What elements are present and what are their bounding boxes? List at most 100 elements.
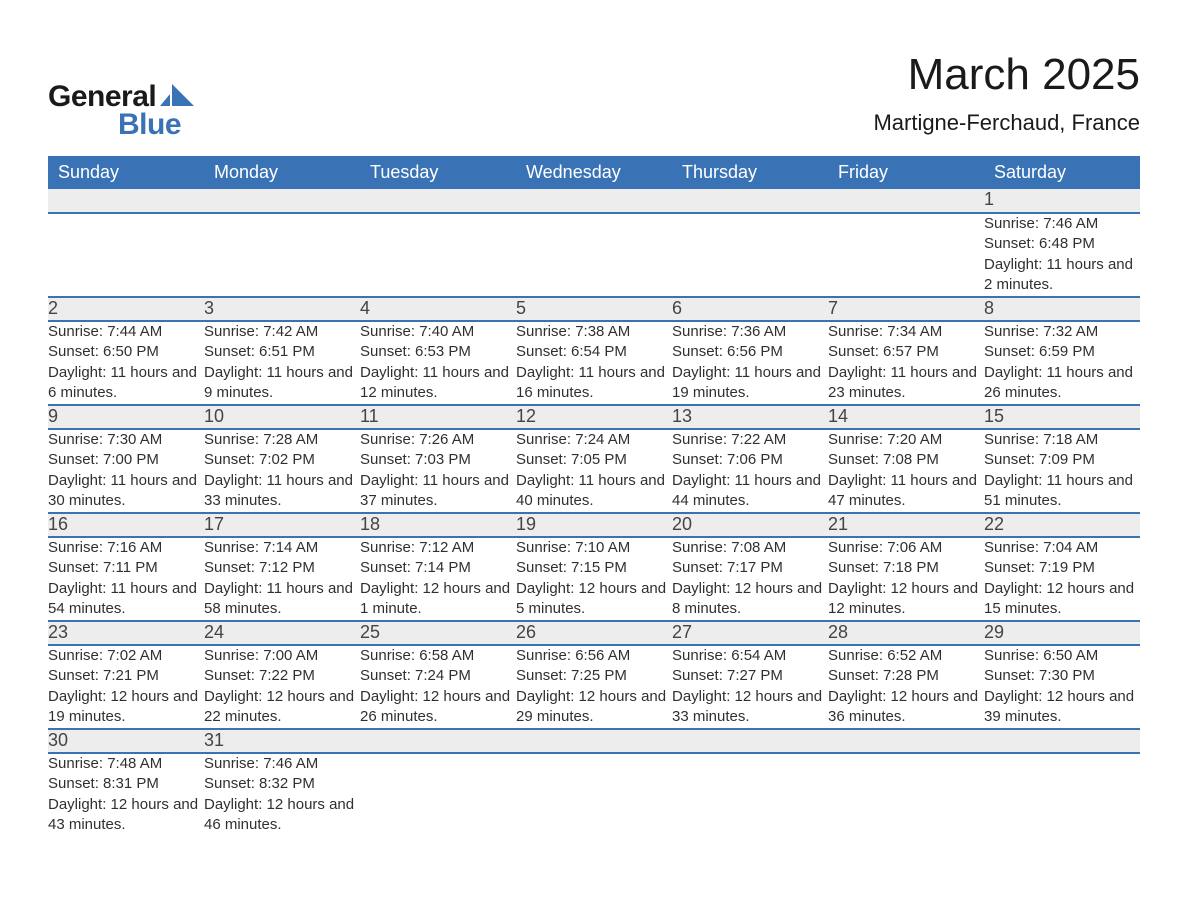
- sunrise-line: Sunrise: 7:08 AM: [672, 538, 828, 558]
- day-number-cell: [828, 189, 984, 213]
- daynum-row: 16171819202122: [48, 513, 1140, 537]
- day-info-cell: Sunrise: 7:20 AMSunset: 7:08 PMDaylight:…: [828, 429, 984, 513]
- daylight-line: Daylight: 11 hours and 47 minutes.: [828, 471, 984, 512]
- day-number-cell: 14: [828, 405, 984, 429]
- daylight-line: Daylight: 11 hours and 26 minutes.: [984, 363, 1140, 404]
- day-info-cell: Sunrise: 7:14 AMSunset: 7:12 PMDaylight:…: [204, 537, 360, 621]
- month-title: March 2025: [873, 50, 1140, 100]
- daylight-line: Daylight: 12 hours and 12 minutes.: [828, 579, 984, 620]
- sunrise-line: Sunrise: 6:58 AM: [360, 646, 516, 666]
- day-info-cell: Sunrise: 6:54 AMSunset: 7:27 PMDaylight:…: [672, 645, 828, 729]
- sunrise-line: Sunrise: 7:02 AM: [48, 646, 204, 666]
- day-info-cell: Sunrise: 6:56 AMSunset: 7:25 PMDaylight:…: [516, 645, 672, 729]
- daylight-line: Daylight: 12 hours and 46 minutes.: [204, 795, 360, 836]
- day-info-cell: Sunrise: 7:34 AMSunset: 6:57 PMDaylight:…: [828, 321, 984, 405]
- sunrise-line: Sunrise: 7:26 AM: [360, 430, 516, 450]
- day-info-cell: Sunrise: 7:32 AMSunset: 6:59 PMDaylight:…: [984, 321, 1140, 405]
- day-info-cell: [360, 213, 516, 297]
- day-info-cell: Sunrise: 7:08 AMSunset: 7:17 PMDaylight:…: [672, 537, 828, 621]
- logo-text-blue: Blue: [118, 108, 194, 142]
- sunrise-line: Sunrise: 6:54 AM: [672, 646, 828, 666]
- sunset-line: Sunset: 7:30 PM: [984, 666, 1140, 686]
- day-number-cell: 24: [204, 621, 360, 645]
- sunrise-line: Sunrise: 7:20 AM: [828, 430, 984, 450]
- sunset-line: Sunset: 7:22 PM: [204, 666, 360, 686]
- daylight-line: Daylight: 11 hours and 6 minutes.: [48, 363, 204, 404]
- weekday-header: Sunday: [48, 156, 204, 189]
- day-number-cell: 9: [48, 405, 204, 429]
- day-info-cell: Sunrise: 6:58 AMSunset: 7:24 PMDaylight:…: [360, 645, 516, 729]
- daylight-line: Daylight: 11 hours and 37 minutes.: [360, 471, 516, 512]
- sunrise-line: Sunrise: 7:14 AM: [204, 538, 360, 558]
- day-number-cell: 1: [984, 189, 1140, 213]
- sunset-line: Sunset: 7:02 PM: [204, 450, 360, 470]
- sunset-line: Sunset: 7:09 PM: [984, 450, 1140, 470]
- daylight-line: Daylight: 12 hours and 1 minute.: [360, 579, 516, 620]
- sunset-line: Sunset: 7:05 PM: [516, 450, 672, 470]
- sunrise-line: Sunrise: 6:52 AM: [828, 646, 984, 666]
- day-info-cell: Sunrise: 6:52 AMSunset: 7:28 PMDaylight:…: [828, 645, 984, 729]
- day-number-cell: 8: [984, 297, 1140, 321]
- day-number-cell: 26: [516, 621, 672, 645]
- day-number-cell: [360, 729, 516, 753]
- sunset-line: Sunset: 7:14 PM: [360, 558, 516, 578]
- sunrise-line: Sunrise: 7:40 AM: [360, 322, 516, 342]
- sunrise-line: Sunrise: 7:10 AM: [516, 538, 672, 558]
- sunset-line: Sunset: 8:32 PM: [204, 774, 360, 794]
- sunrise-line: Sunrise: 7:00 AM: [204, 646, 360, 666]
- day-info-cell: Sunrise: 7:26 AMSunset: 7:03 PMDaylight:…: [360, 429, 516, 513]
- day-info-cell: [516, 753, 672, 837]
- sunset-line: Sunset: 7:24 PM: [360, 666, 516, 686]
- daynum-row: 9101112131415: [48, 405, 1140, 429]
- daylight-line: Daylight: 11 hours and 16 minutes.: [516, 363, 672, 404]
- sunrise-line: Sunrise: 7:30 AM: [48, 430, 204, 450]
- daylight-line: Daylight: 11 hours and 23 minutes.: [828, 363, 984, 404]
- weekday-header-row: SundayMondayTuesdayWednesdayThursdayFrid…: [48, 156, 1140, 189]
- day-info-cell: Sunrise: 7:16 AMSunset: 7:11 PMDaylight:…: [48, 537, 204, 621]
- sunset-line: Sunset: 7:06 PM: [672, 450, 828, 470]
- sunrise-line: Sunrise: 7:28 AM: [204, 430, 360, 450]
- sunrise-line: Sunrise: 7:06 AM: [828, 538, 984, 558]
- day-info-cell: [672, 753, 828, 837]
- day-number-cell: [360, 189, 516, 213]
- day-info-cell: Sunrise: 7:06 AMSunset: 7:18 PMDaylight:…: [828, 537, 984, 621]
- day-number-cell: 29: [984, 621, 1140, 645]
- sunrise-line: Sunrise: 7:48 AM: [48, 754, 204, 774]
- day-info-cell: [204, 213, 360, 297]
- daylight-line: Daylight: 12 hours and 8 minutes.: [672, 579, 828, 620]
- daylight-line: Daylight: 11 hours and 30 minutes.: [48, 471, 204, 512]
- daylight-line: Daylight: 11 hours and 9 minutes.: [204, 363, 360, 404]
- page-header: General Blue March 2025 Martigne-Ferchau…: [48, 50, 1140, 142]
- day-number-cell: [516, 189, 672, 213]
- weekday-header: Thursday: [672, 156, 828, 189]
- daylight-line: Daylight: 11 hours and 54 minutes.: [48, 579, 204, 620]
- day-info-cell: Sunrise: 6:50 AMSunset: 7:30 PMDaylight:…: [984, 645, 1140, 729]
- sunset-line: Sunset: 6:53 PM: [360, 342, 516, 362]
- day-number-cell: [516, 729, 672, 753]
- sunset-line: Sunset: 7:28 PM: [828, 666, 984, 686]
- daylight-line: Daylight: 12 hours and 5 minutes.: [516, 579, 672, 620]
- day-info-cell: Sunrise: 7:22 AMSunset: 7:06 PMDaylight:…: [672, 429, 828, 513]
- day-number-cell: 15: [984, 405, 1140, 429]
- day-info-cell: Sunrise: 7:00 AMSunset: 7:22 PMDaylight:…: [204, 645, 360, 729]
- day-info-cell: Sunrise: 7:30 AMSunset: 7:00 PMDaylight:…: [48, 429, 204, 513]
- daylight-line: Daylight: 12 hours and 43 minutes.: [48, 795, 204, 836]
- day-info-cell: Sunrise: 7:38 AMSunset: 6:54 PMDaylight:…: [516, 321, 672, 405]
- sunset-line: Sunset: 7:00 PM: [48, 450, 204, 470]
- day-info-cell: Sunrise: 7:44 AMSunset: 6:50 PMDaylight:…: [48, 321, 204, 405]
- day-number-cell: 19: [516, 513, 672, 537]
- sunrise-line: Sunrise: 7:32 AM: [984, 322, 1140, 342]
- day-number-cell: 28: [828, 621, 984, 645]
- day-number-cell: 23: [48, 621, 204, 645]
- weekday-header: Tuesday: [360, 156, 516, 189]
- day-info-cell: [516, 213, 672, 297]
- day-number-cell: 4: [360, 297, 516, 321]
- day-info-cell: Sunrise: 7:42 AMSunset: 6:51 PMDaylight:…: [204, 321, 360, 405]
- day-number-cell: 25: [360, 621, 516, 645]
- sunrise-line: Sunrise: 6:50 AM: [984, 646, 1140, 666]
- day-info-cell: Sunrise: 7:24 AMSunset: 7:05 PMDaylight:…: [516, 429, 672, 513]
- day-info-cell: [672, 213, 828, 297]
- sunrise-line: Sunrise: 7:18 AM: [984, 430, 1140, 450]
- day-number-cell: 20: [672, 513, 828, 537]
- day-number-cell: 21: [828, 513, 984, 537]
